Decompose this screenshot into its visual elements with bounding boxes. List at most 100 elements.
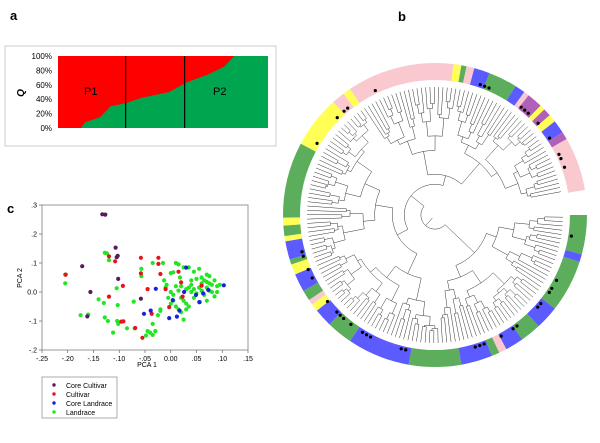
cultivar-point	[158, 271, 163, 277]
landrace-point	[171, 292, 176, 297]
landrace-point	[105, 318, 110, 324]
leaf-marker	[349, 322, 353, 327]
clade-band	[300, 102, 345, 152]
clade-band	[283, 143, 316, 218]
clade-band	[350, 326, 412, 365]
leaf-marker	[335, 310, 339, 314]
cultivar-point	[138, 271, 143, 276]
leaf-marker	[399, 347, 403, 351]
cultivar-point	[156, 255, 161, 260]
y-tick-label: -.1	[29, 319, 37, 326]
landrace-point	[189, 278, 194, 283]
leaf-marker	[523, 108, 527, 112]
landrace-point	[124, 326, 130, 331]
landrace-point	[194, 276, 199, 281]
clade-band	[563, 249, 582, 262]
plot-area	[41, 204, 249, 351]
clade-band	[518, 95, 541, 118]
x-tick-label: -.25	[36, 356, 48, 363]
landrace-point	[189, 289, 194, 295]
cultivar-point	[113, 259, 118, 264]
cultivar-point	[163, 287, 168, 292]
clade-band	[485, 337, 500, 356]
landrace-point	[153, 329, 158, 334]
leaf-marker	[306, 267, 310, 272]
clade-band	[492, 334, 507, 353]
clade-band	[308, 290, 326, 305]
cultivar-point	[63, 272, 68, 277]
landrace-point	[217, 282, 222, 287]
landrace-point	[204, 298, 209, 303]
landrace-point	[209, 289, 214, 295]
clade-band	[565, 215, 587, 255]
clade-band	[463, 66, 475, 85]
leaf-marker	[369, 335, 373, 339]
landrace-point	[173, 304, 178, 309]
x-tick-label: -.05	[139, 356, 151, 363]
landrace-point	[145, 329, 150, 334]
leaf-marker	[473, 345, 477, 349]
clade-band	[329, 312, 360, 342]
core-landrace-point	[206, 287, 211, 293]
panel-label-b: b	[398, 9, 406, 24]
y-tick-label: .1	[31, 261, 37, 268]
y-tick-label: 40%	[36, 95, 52, 104]
landrace-point	[199, 275, 204, 280]
clade-band	[528, 105, 545, 122]
landrace-point	[181, 317, 186, 322]
core-landrace-point	[153, 286, 158, 291]
y-tick-label: 0%	[40, 124, 52, 133]
leaf-marker	[536, 305, 540, 309]
y-axis-label: Q	[16, 89, 27, 97]
legend-marker-landrace	[52, 410, 56, 414]
core-cultivar-point	[88, 289, 93, 295]
core-cultivar-point	[103, 212, 108, 217]
group-label-p2: P2	[213, 86, 226, 98]
y-tick-label: 60%	[36, 81, 52, 90]
x-axis-label: PCA 1	[137, 362, 157, 369]
leaf-marker	[511, 327, 515, 331]
dendrogram	[283, 63, 587, 367]
landrace-point	[191, 287, 196, 292]
core-landrace-point	[141, 311, 147, 316]
landrace-point	[131, 299, 136, 304]
cultivar-point	[138, 255, 143, 260]
legend: Core Cultivar Cultivar Core Landrace Lan…	[41, 376, 118, 419]
structure-plot: 0% 20% 40% 60% 80% 100% P1 P2 Q	[4, 45, 277, 147]
leaf-marker	[300, 250, 304, 254]
core-cultivar-point	[113, 245, 118, 250]
clade-band	[291, 258, 311, 275]
core-landrace-point	[170, 298, 175, 303]
y-tick-label: 80%	[36, 66, 52, 75]
clade-band	[350, 63, 454, 104]
landrace-point	[176, 288, 181, 293]
legend-marker-core-landrace	[52, 401, 56, 405]
clade-band	[527, 298, 555, 327]
cultivar-point	[156, 261, 161, 266]
tree-branches	[306, 86, 564, 344]
landrace-point	[207, 281, 212, 286]
landrace-point	[111, 330, 116, 335]
leaf-marker	[478, 83, 482, 87]
x-tick-label: -.10	[113, 356, 125, 363]
y-tick-label: .3	[31, 203, 37, 210]
legend-label-core-landrace: Core Landrace	[66, 401, 112, 408]
core-landrace-point	[177, 308, 182, 313]
clade-band	[506, 86, 525, 106]
legend-marker-core-cultivar	[52, 383, 56, 387]
leaf-marker	[547, 290, 551, 294]
core-cultivar-point	[114, 255, 119, 260]
leaf-marker	[364, 333, 369, 337]
y-axis-label: PCA 2	[17, 268, 24, 288]
core-landrace-point	[182, 289, 187, 295]
leaf-marker	[515, 324, 519, 328]
panel-label-c: c	[7, 201, 14, 216]
p2-area	[58, 56, 268, 128]
landrace-point	[78, 313, 83, 318]
leaf-marker	[547, 136, 552, 140]
cultivar-point	[106, 254, 112, 259]
leaf-marker	[342, 316, 346, 321]
landrace-point	[215, 289, 220, 295]
core-cultivar-point	[80, 264, 85, 269]
core-cultivar-point	[116, 276, 121, 281]
